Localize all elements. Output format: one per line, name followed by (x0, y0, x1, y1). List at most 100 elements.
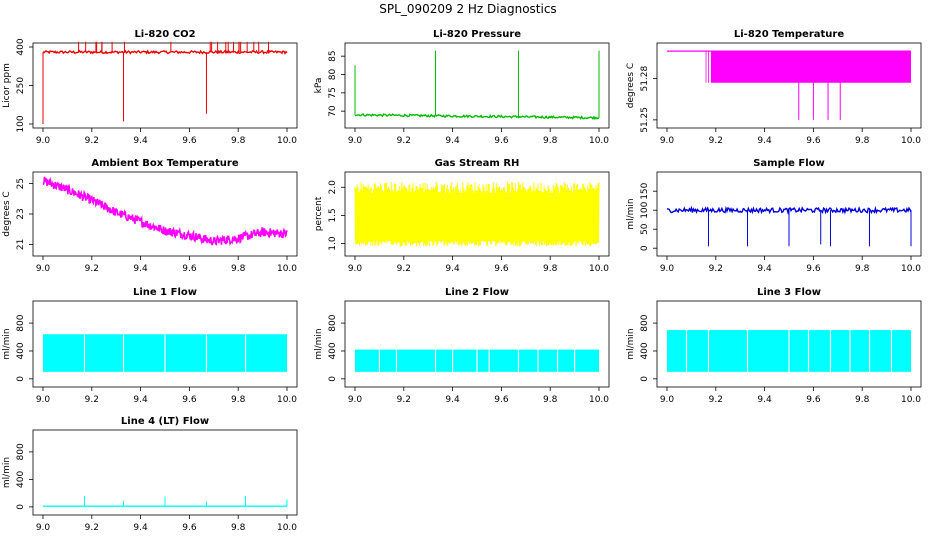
x-tick-label: 10.0 (901, 264, 921, 274)
y-axis-label: ml/min (2, 457, 12, 488)
y-tick-label: 1.0 (328, 236, 338, 251)
x-tick-label: 9.6 (182, 264, 197, 274)
y-axis-label: Licor ppm (2, 63, 12, 108)
x-tick-label: 9.0 (36, 264, 51, 274)
y-tick-label: 250 (16, 77, 26, 94)
x-tick-label: 9.0 (660, 395, 675, 405)
chart-title: Line 1 Flow (133, 287, 197, 298)
y-tick-label: 51.28 (640, 65, 650, 91)
x-tick-label: 10.0 (589, 264, 609, 274)
x-tick-label: 9.6 (494, 395, 509, 405)
x-tick-label: 9.0 (660, 136, 675, 146)
x-tick-label: 9.0 (36, 523, 51, 533)
x-tick-label: 10.0 (277, 523, 297, 533)
x-tick-label: 10.0 (901, 136, 921, 146)
series-line (667, 205, 912, 215)
y-tick-label: 800 (328, 314, 338, 331)
x-tick-label: 9.8 (855, 395, 870, 405)
x-tick-label: 10.0 (589, 395, 609, 405)
x-tick-label: 9.2 (397, 264, 411, 274)
chart-title: Li-820 CO2 (134, 29, 195, 40)
x-tick-label: 9.2 (709, 136, 723, 146)
x-tick-label: 9.6 (806, 264, 821, 274)
y-tick-label: 400 (640, 342, 650, 359)
x-tick-label: 9.8 (855, 136, 870, 146)
chart-title: Line 2 Flow (445, 287, 509, 298)
y-tick-label: 50 (640, 223, 650, 235)
x-tick-label: 9.4 (133, 264, 148, 274)
panel-5: Gas Stream RH percent 9.0 9.2 9.4 9.6 9.8 10.0 1… (314, 158, 610, 274)
x-tick-label: 9.6 (494, 136, 509, 146)
x-tick-label: 9.4 (133, 523, 148, 533)
y-axis-label: ml/min (314, 328, 324, 359)
y-tick-label: 75 (328, 87, 338, 98)
x-tick-label: 9.8 (231, 264, 246, 274)
x-tick-label: 9.8 (231, 395, 246, 405)
x-tick-label: 9.4 (757, 395, 772, 405)
plot-frame (656, 171, 922, 257)
y-tick-label: 800 (16, 314, 26, 331)
x-tick-label: 9.2 (709, 264, 723, 274)
panel-4: Ambient Box Temperature degrees C 9.0 9.2 9.… (2, 158, 298, 274)
y-tick-label: 150 (640, 182, 650, 199)
y-tick-label: 400 (328, 342, 338, 359)
plot-frame (656, 300, 922, 388)
x-tick-label: 9.2 (85, 523, 99, 533)
y-tick-label: 100 (640, 201, 650, 218)
x-tick-label: 9.4 (133, 395, 148, 405)
x-tick-label: 9.8 (231, 136, 246, 146)
chart-title: Sample Flow (753, 158, 825, 169)
x-tick-label: 10.0 (901, 395, 921, 405)
x-tick-label: 9.6 (182, 136, 197, 146)
x-tick-label: 10.0 (277, 264, 297, 274)
x-tick-label: 9.4 (757, 264, 772, 274)
x-tick-label: 10.0 (277, 136, 297, 146)
chart-title: Ambient Box Temperature (91, 158, 238, 169)
y-axis-label: percent (314, 196, 324, 231)
x-tick-label: 9.0 (348, 264, 363, 274)
chart-title: Li-820 Pressure (433, 29, 521, 40)
panel-1: Li-820 CO2 Licor ppm 9.0 9.2 9.4 9.6 9.8 10.0 10… (2, 29, 298, 146)
y-tick-label: 21 (16, 239, 26, 250)
y-axis-label: ml/min (626, 328, 636, 359)
y-tick-label: 51.25 (640, 107, 650, 133)
y-axis-label: degrees C (626, 63, 636, 108)
x-tick-label: 9.0 (348, 395, 363, 405)
chart-title: Line 4 (LT) Flow (121, 416, 209, 427)
x-tick-label: 9.6 (806, 395, 821, 405)
plot-frame (656, 42, 922, 129)
panel-10: Line 4 (LT) Flow ml/min 9.0 9.2 9.4 9.6 9.8 10.… (2, 416, 298, 533)
x-tick-label: 9.2 (85, 136, 99, 146)
y-tick-label: 85 (328, 50, 338, 61)
x-tick-label: 9.6 (182, 395, 197, 405)
y-tick-label: 2.0 (328, 180, 338, 195)
x-tick-label: 9.6 (494, 264, 509, 274)
y-tick-label: 1.5 (328, 208, 338, 222)
x-tick-label: 9.4 (133, 136, 148, 146)
x-tick-label: 9.0 (36, 395, 51, 405)
y-tick-label: 800 (640, 314, 650, 331)
series-line (42, 49, 288, 55)
panel-3: Li-820 Temperature degrees C 9.0 9.2 9.4 9.6 9… (626, 29, 922, 146)
panel-6: Sample Flow ml/min 9.0 9.2 9.4 9.6 9.8 10.0 0 50 1… (626, 158, 922, 274)
panel-8: Line 2 Flow ml/min 9.0 9.2 9.4 9.6 9.8 10.0 0 400… (314, 287, 610, 405)
panel-2: Li-820 Pressure kPa 9.0 9.2 9.4 9.6 9.8 10.0 70 7… (314, 29, 610, 146)
page-title: SPL_090209 2 Hz Diagnostics (379, 2, 556, 16)
chart-title: Line 3 Flow (757, 287, 821, 298)
y-tick-label: 400 (16, 471, 26, 488)
plot-frame (344, 171, 610, 257)
y-tick-label: 23 (16, 208, 26, 219)
series-band (710, 51, 911, 83)
series-line (42, 176, 288, 247)
y-tick-label: 0 (640, 376, 650, 382)
x-tick-label: 9.6 (182, 523, 197, 533)
series-line (354, 181, 600, 247)
x-tick-label: 9.4 (445, 264, 460, 274)
y-tick-label: 0 (328, 376, 338, 382)
x-tick-label: 9.2 (85, 395, 99, 405)
x-tick-label: 9.0 (36, 136, 51, 146)
x-tick-label: 10.0 (589, 136, 609, 146)
plot-frame (32, 300, 298, 388)
